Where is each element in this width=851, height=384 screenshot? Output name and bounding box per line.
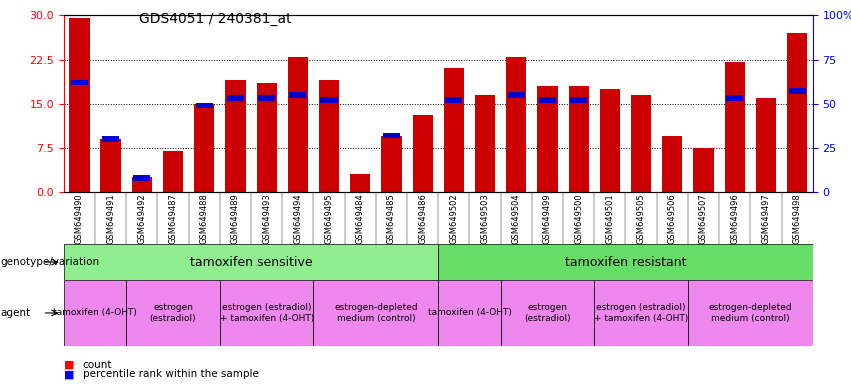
- Text: ■: ■: [64, 360, 74, 370]
- Bar: [69, 18, 89, 192]
- Bar: [256, 83, 277, 192]
- Text: GSM649487: GSM649487: [168, 194, 178, 245]
- Bar: [438, 280, 500, 346]
- Bar: [71, 79, 88, 85]
- Bar: [508, 92, 525, 98]
- Text: GSM649489: GSM649489: [231, 194, 240, 244]
- Bar: [132, 177, 152, 192]
- Text: GSM649484: GSM649484: [356, 194, 365, 244]
- Text: estrogen (estradiol)
+ tamoxifen (4-OHT): estrogen (estradiol) + tamoxifen (4-OHT): [594, 303, 688, 323]
- Bar: [194, 104, 214, 192]
- Text: GDS4051 / 240381_at: GDS4051 / 240381_at: [139, 12, 291, 25]
- Bar: [787, 33, 808, 192]
- Text: tamoxifen (4-OHT): tamoxifen (4-OHT): [53, 308, 137, 318]
- Text: GSM649496: GSM649496: [730, 194, 740, 244]
- Bar: [64, 280, 126, 346]
- Bar: [102, 136, 119, 142]
- Text: GSM649505: GSM649505: [637, 194, 646, 244]
- Text: estrogen-depleted
medium (control): estrogen-depleted medium (control): [709, 303, 792, 323]
- Bar: [688, 280, 813, 346]
- Text: GSM649493: GSM649493: [262, 194, 271, 244]
- Text: tamoxifen resistant: tamoxifen resistant: [565, 256, 686, 268]
- Bar: [381, 136, 402, 192]
- Bar: [258, 96, 275, 101]
- Text: estrogen-depleted
medium (control): estrogen-depleted medium (control): [334, 303, 418, 323]
- Text: GSM649485: GSM649485: [387, 194, 396, 244]
- Bar: [438, 244, 813, 280]
- Bar: [631, 95, 651, 192]
- Bar: [756, 98, 776, 192]
- Text: GSM649492: GSM649492: [137, 194, 146, 244]
- Text: GSM649497: GSM649497: [762, 194, 770, 244]
- Bar: [445, 97, 462, 103]
- Text: agent: agent: [0, 308, 30, 318]
- Bar: [289, 92, 306, 98]
- Bar: [220, 280, 313, 346]
- Bar: [594, 280, 688, 346]
- Bar: [383, 132, 400, 138]
- Text: percentile rank within the sample: percentile rank within the sample: [83, 369, 259, 379]
- Text: GSM649502: GSM649502: [449, 194, 459, 244]
- Bar: [789, 88, 806, 94]
- Bar: [226, 80, 246, 192]
- Text: genotype/variation: genotype/variation: [0, 257, 99, 267]
- Text: GSM649499: GSM649499: [543, 194, 552, 244]
- Bar: [313, 280, 438, 346]
- Bar: [319, 80, 340, 192]
- Bar: [537, 86, 557, 192]
- Bar: [500, 280, 594, 346]
- Bar: [443, 68, 464, 192]
- Bar: [568, 86, 589, 192]
- Text: GSM649506: GSM649506: [668, 194, 677, 244]
- Bar: [694, 148, 714, 192]
- Text: GSM649501: GSM649501: [605, 194, 614, 244]
- Bar: [196, 103, 213, 108]
- Bar: [662, 136, 683, 192]
- Bar: [321, 97, 338, 103]
- Bar: [506, 56, 527, 192]
- Text: GSM649495: GSM649495: [324, 194, 334, 244]
- Text: ■: ■: [64, 369, 74, 379]
- Bar: [288, 56, 308, 192]
- Text: GSM649507: GSM649507: [699, 194, 708, 244]
- Text: estrogen (estradiol)
+ tamoxifen (4-OHT): estrogen (estradiol) + tamoxifen (4-OHT): [220, 303, 314, 323]
- Text: GSM649491: GSM649491: [106, 194, 115, 244]
- Bar: [724, 63, 745, 192]
- Text: tamoxifen (4-OHT): tamoxifen (4-OHT): [427, 308, 511, 318]
- Bar: [570, 97, 587, 103]
- Bar: [100, 139, 121, 192]
- Bar: [134, 175, 151, 181]
- Bar: [350, 174, 370, 192]
- Text: GSM649503: GSM649503: [481, 194, 489, 244]
- Text: GSM649494: GSM649494: [294, 194, 302, 244]
- Bar: [539, 97, 556, 103]
- Bar: [600, 89, 620, 192]
- Text: GSM649488: GSM649488: [200, 194, 208, 245]
- Bar: [64, 244, 438, 280]
- Text: GSM649504: GSM649504: [511, 194, 521, 244]
- Text: GSM649498: GSM649498: [792, 194, 802, 244]
- Bar: [126, 280, 220, 346]
- Text: GSM649490: GSM649490: [75, 194, 84, 244]
- Text: GSM649500: GSM649500: [574, 194, 583, 244]
- Bar: [227, 96, 244, 101]
- Bar: [475, 95, 495, 192]
- Text: GSM649486: GSM649486: [418, 194, 427, 245]
- Text: estrogen
(estradiol): estrogen (estradiol): [150, 303, 197, 323]
- Text: tamoxifen sensitive: tamoxifen sensitive: [190, 256, 312, 268]
- Text: estrogen
(estradiol): estrogen (estradiol): [524, 303, 571, 323]
- Text: count: count: [83, 360, 112, 370]
- Bar: [413, 116, 433, 192]
- Bar: [163, 151, 183, 192]
- Bar: [726, 96, 743, 101]
